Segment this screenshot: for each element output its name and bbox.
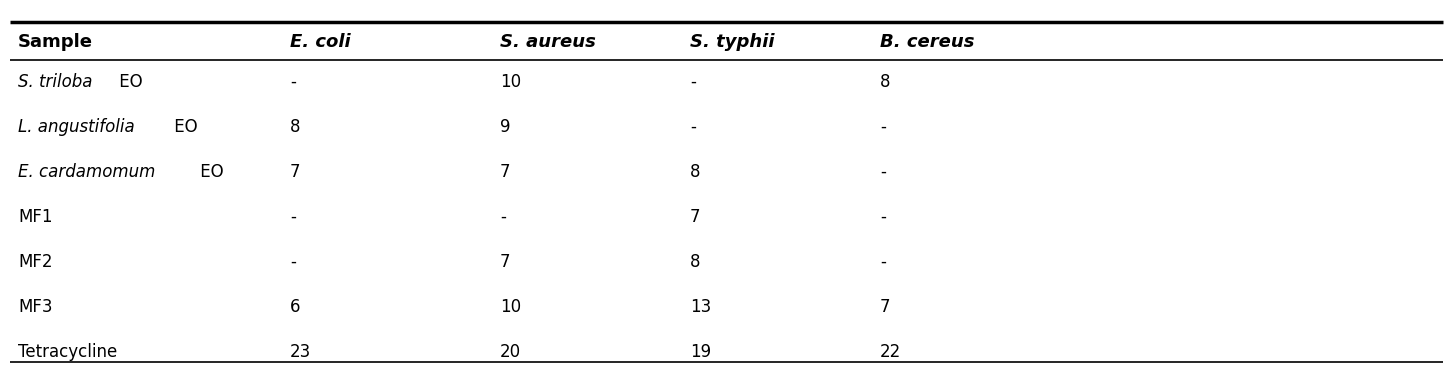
Text: 19: 19 xyxy=(690,343,711,361)
Text: -: - xyxy=(690,118,696,136)
Text: 9: 9 xyxy=(500,118,510,136)
Text: L. angustifolia: L. angustifolia xyxy=(17,118,135,136)
Text: 10: 10 xyxy=(500,73,522,91)
Text: -: - xyxy=(881,163,886,181)
Text: 23: 23 xyxy=(291,343,311,361)
Text: 20: 20 xyxy=(500,343,522,361)
Text: -: - xyxy=(690,73,696,91)
Text: -: - xyxy=(291,73,296,91)
Text: -: - xyxy=(881,208,886,226)
Text: E. coli: E. coli xyxy=(291,33,350,51)
Text: 13: 13 xyxy=(690,298,712,316)
Text: 7: 7 xyxy=(291,163,301,181)
Text: 8: 8 xyxy=(690,163,700,181)
Text: S. aureus: S. aureus xyxy=(500,33,596,51)
Text: EO: EO xyxy=(195,163,224,181)
Text: -: - xyxy=(291,208,296,226)
Text: EO: EO xyxy=(169,118,198,136)
Text: MF1: MF1 xyxy=(17,208,52,226)
Text: S. typhii: S. typhii xyxy=(690,33,774,51)
Text: Tetracycline: Tetracycline xyxy=(17,343,118,361)
Text: 8: 8 xyxy=(881,73,891,91)
Text: E. cardamomum: E. cardamomum xyxy=(17,163,155,181)
Text: 10: 10 xyxy=(500,298,522,316)
Text: EO: EO xyxy=(115,73,142,91)
Text: 8: 8 xyxy=(291,118,301,136)
Text: Sample: Sample xyxy=(17,33,93,51)
Text: 7: 7 xyxy=(500,163,510,181)
Text: -: - xyxy=(291,253,296,271)
Text: -: - xyxy=(500,208,506,226)
Text: 7: 7 xyxy=(881,298,891,316)
Text: 8: 8 xyxy=(690,253,700,271)
Text: MF3: MF3 xyxy=(17,298,52,316)
Text: 7: 7 xyxy=(500,253,510,271)
Text: B. cereus: B. cereus xyxy=(881,33,975,51)
Text: S. triloba: S. triloba xyxy=(17,73,93,91)
Text: -: - xyxy=(881,253,886,271)
Text: 7: 7 xyxy=(690,208,700,226)
Text: 22: 22 xyxy=(881,343,901,361)
Text: 6: 6 xyxy=(291,298,301,316)
Text: -: - xyxy=(881,118,886,136)
Text: MF2: MF2 xyxy=(17,253,52,271)
